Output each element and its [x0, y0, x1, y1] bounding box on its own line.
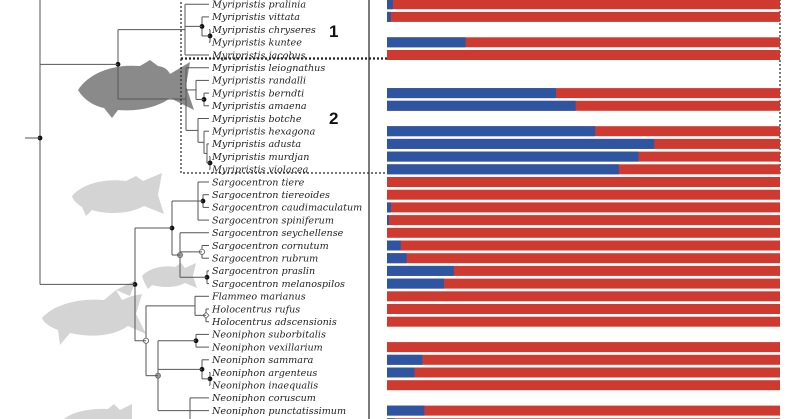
species-label: Neoniphon vexillarium — [211, 342, 323, 353]
species-label: Myripristis murdjan — [211, 152, 309, 163]
species-label: Sargocentron rubrum — [212, 254, 318, 265]
ancestry-bars — [387, 0, 780, 419]
ancestry-bar-red — [387, 367, 780, 378]
ancestry-bar-red — [387, 304, 780, 314]
ancestry-bar-blue — [387, 265, 454, 276]
species-label: Sargocentron tiereoides — [212, 190, 330, 201]
ancestry-bar-red — [387, 50, 780, 60]
ancestry-bar-red — [387, 316, 780, 327]
ancestry-bar-red — [387, 240, 780, 251]
species-label: Neoniphon coruscum — [211, 393, 316, 404]
ancestry-bar-blue — [387, 100, 576, 111]
ancestry-bar-blue — [387, 215, 389, 226]
ancestry-bar-red — [387, 291, 780, 302]
ancestry-bar-red — [387, 11, 780, 22]
ancestry-bar-red — [387, 215, 780, 226]
ancestry-bar-red — [387, 189, 780, 200]
ancestry-bar-red — [387, 37, 780, 48]
group-1-box — [180, 0, 781, 59]
ancestry-bar-red — [387, 278, 780, 289]
ancestry-bar-blue — [387, 354, 423, 365]
ancestry-bar-red — [387, 202, 780, 213]
ancestry-bar-red — [387, 342, 780, 353]
holocentrus-fish-icon — [42, 280, 146, 345]
ancestry-bar-red — [387, 0, 780, 10]
species-label: Sargocentron praslin — [212, 266, 315, 277]
ancestry-bar-blue — [387, 88, 556, 99]
species-label: Myripristis hexagona — [211, 127, 316, 138]
ancestry-bar-red — [387, 227, 780, 238]
ancestry-bar-blue — [387, 151, 639, 162]
ancestry-bar-blue — [387, 37, 466, 48]
species-label: Neoniphon inaequalis — [211, 381, 318, 392]
species-label: Flammeo marianus — [211, 292, 306, 303]
species-label: Myripristis botche — [211, 114, 302, 125]
species-label: Holocentrus adscensionis — [211, 317, 337, 328]
species-label: Myripristis amaena — [211, 101, 307, 112]
ancestry-bar-blue — [387, 0, 393, 10]
species-label: Neoniphon suborbitalis — [211, 330, 326, 341]
sargocentron-fish-icon — [72, 173, 164, 216]
ancestry-bar-red — [387, 100, 780, 111]
ancestry-bar-blue — [387, 240, 401, 251]
small-sargocentron-fish-icon — [142, 263, 197, 289]
species-label: Myripristis adusta — [211, 139, 301, 150]
species-label: Sargocentron tiere — [212, 177, 305, 188]
species-label: Sargocentron caudimaculatum — [212, 203, 362, 214]
species-label: Myripristis violacea — [211, 165, 309, 176]
species-label: Neoniphon argenteus — [211, 368, 317, 379]
ancestry-bar-red — [387, 354, 780, 365]
ancestry-bar-blue — [387, 405, 425, 416]
ancestry-bar-red — [387, 405, 780, 416]
species-label: Sargocentron cornutum — [212, 241, 329, 252]
species-label: Myripristis pralinia — [211, 0, 306, 11]
species-label: Sargocentron spiniferum — [212, 215, 334, 226]
ancestry-bar-blue — [387, 367, 415, 378]
ancestry-bar-blue — [387, 278, 444, 289]
species-label: Myripristis jacobus — [211, 50, 306, 61]
phylogenetic-tree — [25, 0, 213, 419]
species-label: Myripristis randalli — [211, 76, 306, 87]
species-label: Sargocentron melanospilos — [212, 279, 345, 290]
ancestry-bar-blue — [387, 138, 655, 149]
neoniphon-fish-icon — [64, 404, 132, 419]
myripristis-fish-icon — [78, 60, 194, 118]
ancestry-bar-red — [387, 265, 780, 276]
ancestry-bar-red — [387, 177, 780, 187]
ancestry-bar-blue — [387, 126, 596, 137]
species-label: Sargocentron seychellense — [212, 228, 344, 239]
ancestry-bar-blue — [387, 164, 619, 175]
group-1-label: 1 — [329, 22, 338, 41]
ancestry-bar-red — [387, 380, 780, 391]
species-label: Myripristis vittata — [211, 12, 300, 23]
ancestry-bar-red — [387, 253, 780, 264]
species-label: Myripristis leiognathus — [211, 63, 325, 74]
species-label: Myripristis chryseres — [211, 25, 316, 36]
ancestry-bar-blue — [387, 253, 407, 264]
ancestry-bar-blue — [387, 11, 391, 22]
ancestry-bar-blue — [387, 202, 391, 213]
species-label: Neoniphon punctatissimum — [211, 406, 346, 417]
species-label: Neoniphon sammara — [211, 355, 314, 366]
species-label: Myripristis berndti — [211, 88, 304, 99]
species-label: Holocentrus rufus — [211, 304, 300, 315]
group-2-label: 2 — [329, 109, 338, 128]
ancestry-bar-red — [387, 88, 780, 99]
species-label: Myripristis kuntee — [211, 38, 302, 49]
